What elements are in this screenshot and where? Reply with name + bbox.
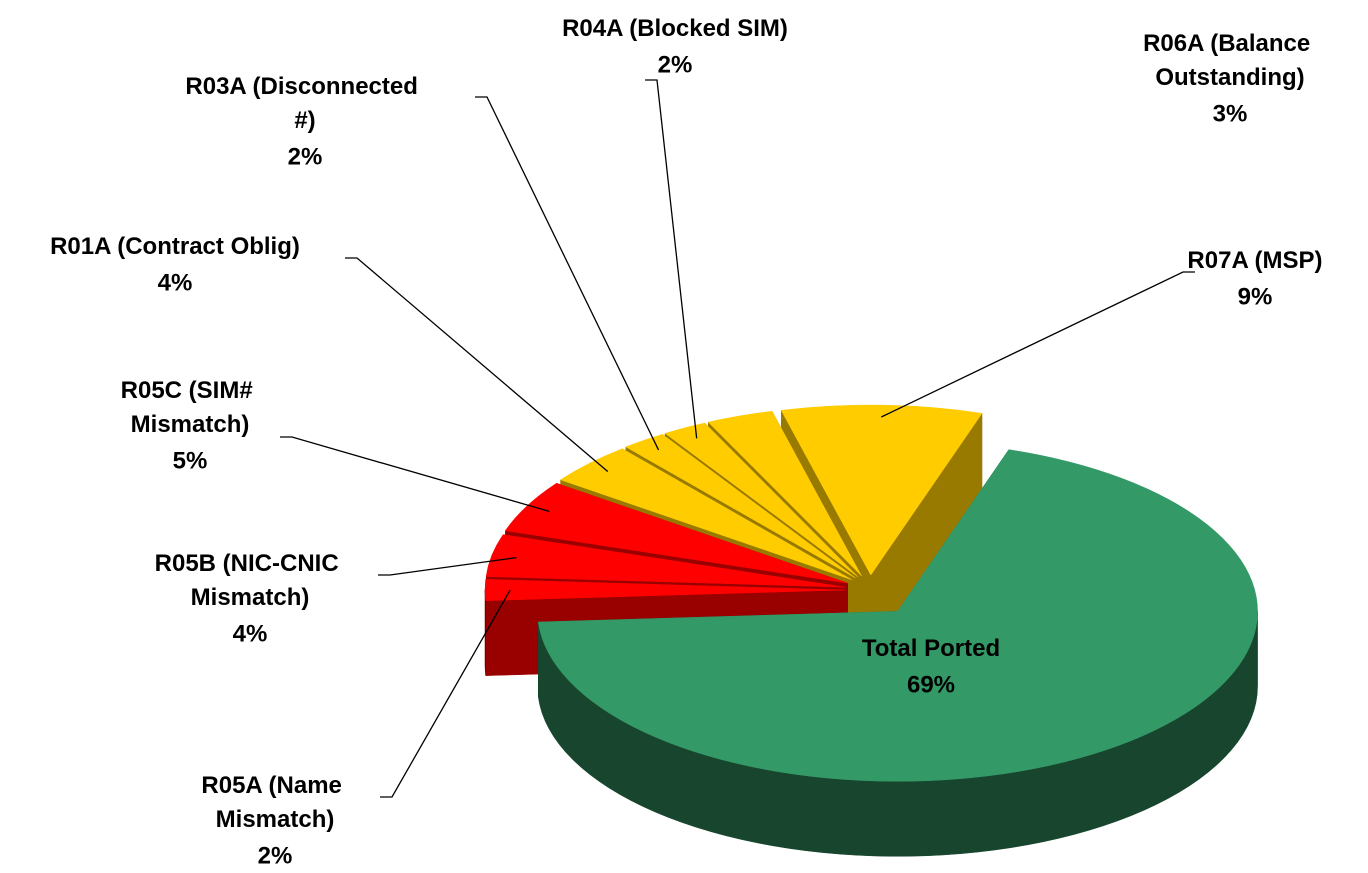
slice-label: R03A (Disconnected #) xyxy=(185,73,424,134)
slice-label: R07A (MSP) xyxy=(1187,247,1322,274)
slice-label: Total Ported xyxy=(862,635,1000,662)
slice-value-label: 4% xyxy=(158,269,193,296)
leader-line xyxy=(380,589,511,798)
slice-label: R05A (Name Mismatch) xyxy=(201,772,348,833)
slice-value-label: 2% xyxy=(288,143,323,170)
slice-top xyxy=(559,448,852,580)
slice-label: R04A (Blocked SIM) xyxy=(562,15,788,42)
slice-value-label: 2% xyxy=(258,842,293,869)
leader-line xyxy=(280,436,550,513)
slice-top xyxy=(485,534,846,588)
slice-top xyxy=(484,579,846,601)
slice-label: R05C (SIM# Mismatch) xyxy=(121,377,260,438)
leader-line xyxy=(345,257,609,472)
leader-line xyxy=(881,271,1195,418)
slice-top xyxy=(780,404,983,576)
slice-top xyxy=(625,434,856,579)
slice-label: R01A (Contract Oblig) xyxy=(50,233,300,260)
slice-value-label: 5% xyxy=(173,447,208,474)
slice-top xyxy=(707,410,862,577)
slice-top xyxy=(664,422,859,578)
slice-label: R06A (Balance Outstanding) xyxy=(1143,30,1317,91)
slice xyxy=(538,448,1258,857)
slice-value-label: 2% xyxy=(658,51,693,78)
pie xyxy=(484,404,1258,857)
leader-line xyxy=(475,96,660,451)
leader-line xyxy=(645,79,698,439)
slice-top xyxy=(504,482,848,584)
slice-value-label: 4% xyxy=(233,620,268,647)
slice-label: R05B (NIC-CNIC Mismatch) xyxy=(155,550,346,611)
leader-line xyxy=(378,556,517,576)
slice-top xyxy=(538,449,1258,782)
slice-value-label: 9% xyxy=(1238,283,1273,310)
slice-value-label: 69% xyxy=(907,671,955,698)
slice-value-label: 3% xyxy=(1213,100,1248,127)
